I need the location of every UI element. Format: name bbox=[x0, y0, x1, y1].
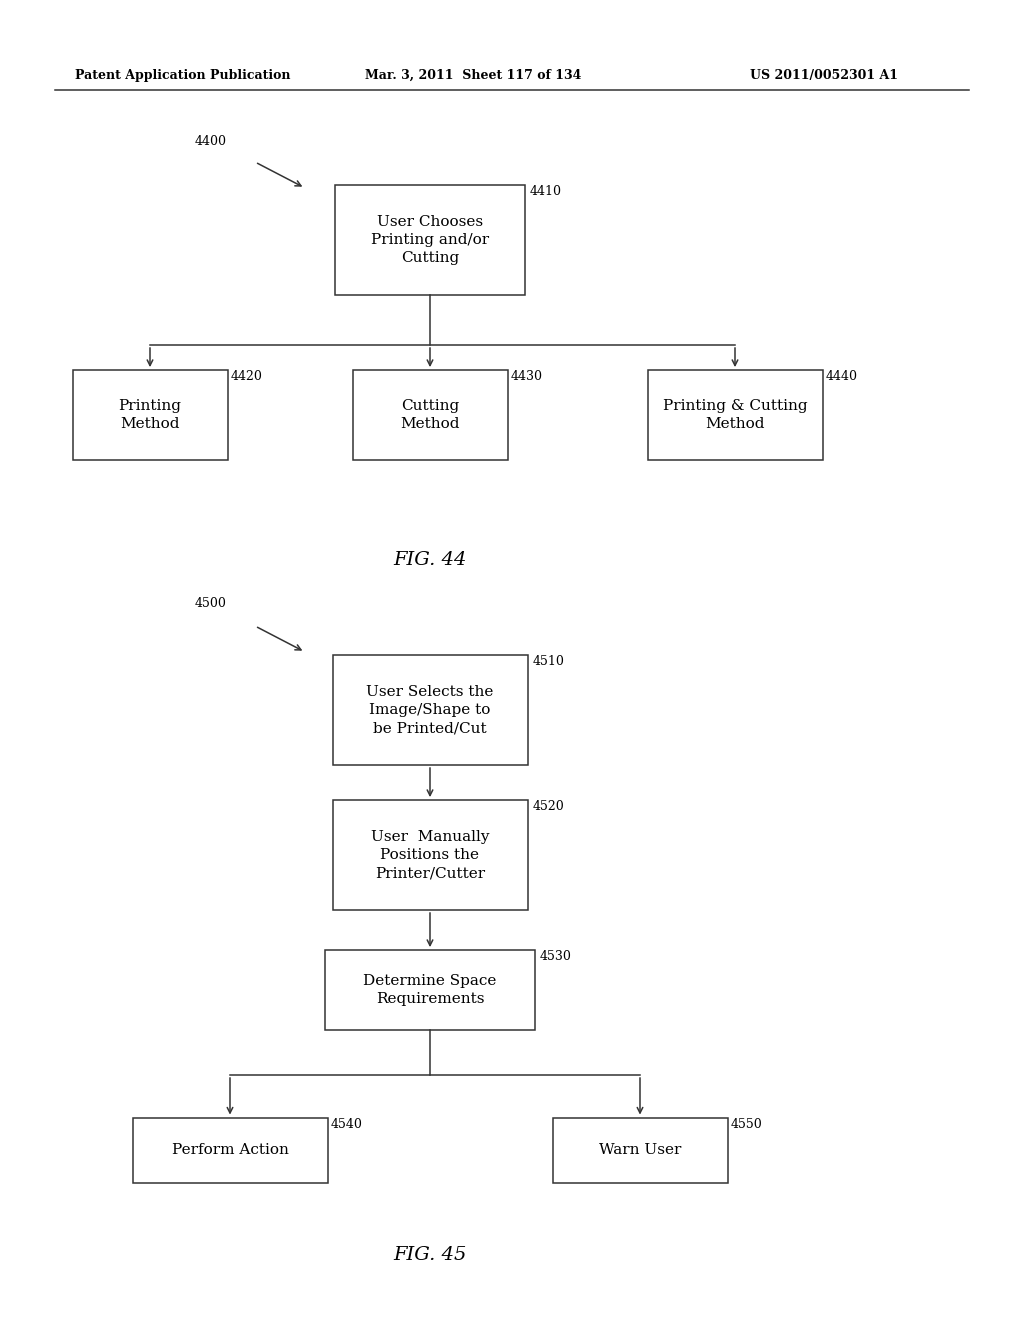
Bar bbox=[132, 1118, 328, 1183]
Text: US 2011/0052301 A1: US 2011/0052301 A1 bbox=[750, 69, 898, 82]
Bar bbox=[73, 370, 227, 459]
Text: 4510: 4510 bbox=[532, 655, 564, 668]
Bar bbox=[647, 370, 822, 459]
Text: 4400: 4400 bbox=[195, 135, 227, 148]
Text: 4550: 4550 bbox=[730, 1118, 762, 1130]
Bar bbox=[333, 800, 527, 909]
Text: Mar. 3, 2011  Sheet 117 of 134: Mar. 3, 2011 Sheet 117 of 134 bbox=[365, 69, 582, 82]
Text: Cutting
Method: Cutting Method bbox=[400, 399, 460, 432]
Text: User Selects the
Image/Shape to
be Printed/Cut: User Selects the Image/Shape to be Print… bbox=[367, 685, 494, 735]
Bar bbox=[352, 370, 508, 459]
Bar bbox=[335, 185, 525, 294]
Text: 4440: 4440 bbox=[825, 370, 857, 383]
Text: 4420: 4420 bbox=[230, 370, 262, 383]
Text: Printing & Cutting
Method: Printing & Cutting Method bbox=[663, 399, 807, 432]
Text: FIG. 44: FIG. 44 bbox=[393, 550, 467, 569]
Text: 4540: 4540 bbox=[331, 1118, 362, 1130]
Text: Warn User: Warn User bbox=[599, 1143, 681, 1158]
Text: 4410: 4410 bbox=[530, 185, 562, 198]
Text: 4500: 4500 bbox=[195, 597, 227, 610]
Bar bbox=[553, 1118, 727, 1183]
Bar bbox=[333, 655, 527, 766]
Text: FIG. 45: FIG. 45 bbox=[393, 1246, 467, 1265]
Text: User Chooses
Printing and/or
Cutting: User Chooses Printing and/or Cutting bbox=[371, 215, 489, 265]
Text: Determine Space
Requirements: Determine Space Requirements bbox=[364, 974, 497, 1006]
Text: 4430: 4430 bbox=[511, 370, 543, 383]
Text: Printing
Method: Printing Method bbox=[119, 399, 181, 432]
Text: User  Manually
Positions the
Printer/Cutter: User Manually Positions the Printer/Cutt… bbox=[371, 829, 489, 880]
Text: Patent Application Publication: Patent Application Publication bbox=[75, 69, 291, 82]
Text: 4520: 4520 bbox=[532, 800, 564, 813]
Bar bbox=[325, 950, 535, 1030]
Text: 4530: 4530 bbox=[540, 950, 571, 964]
Text: Perform Action: Perform Action bbox=[172, 1143, 289, 1158]
